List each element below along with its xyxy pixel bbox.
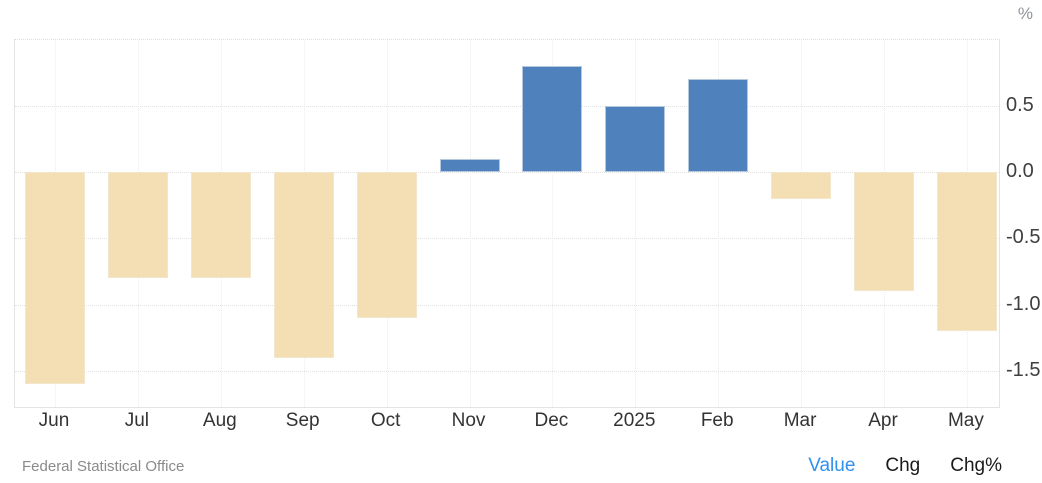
x-tick-label-aug: Aug	[202, 410, 237, 431]
bar-jun	[25, 172, 85, 385]
bar-apr	[854, 172, 914, 292]
x-tick-label-sep: Sep	[285, 410, 320, 431]
bar-nov	[439, 158, 500, 172]
x-tick-label-nov: Nov	[451, 410, 486, 431]
gridline-vertical	[801, 40, 803, 407]
y-axis-unit-label: %	[1017, 4, 1033, 23]
gridline-vertical	[552, 40, 554, 407]
gridline-horizontal	[15, 304, 999, 306]
y-tick-label: 0.5	[1006, 93, 1034, 116]
y-tick-label: -1.5	[1006, 358, 1041, 381]
bar-jul	[107, 172, 168, 279]
footer-link-chg[interactable]: Chg	[885, 455, 921, 476]
x-tick-label-may: May	[947, 410, 984, 431]
plot-area	[14, 39, 1000, 408]
gridline-horizontal	[15, 105, 999, 107]
bar-2025	[605, 105, 666, 172]
x-tick-label-oct: Oct	[370, 410, 401, 431]
x-tick-label-feb: Feb	[700, 410, 734, 431]
gridline-horizontal	[15, 238, 999, 240]
bar-feb	[688, 79, 749, 172]
footer-links: Value Chg Chg%	[808, 455, 1002, 477]
y-tick-label: -1.0	[1006, 292, 1041, 315]
x-tick-label-2025: 2025	[613, 410, 656, 431]
gridline-vertical	[469, 40, 471, 407]
bar-sep	[273, 172, 334, 358]
bar-dec	[522, 65, 583, 172]
bar-oct	[356, 172, 417, 318]
x-tick-label-mar: Mar	[783, 410, 817, 431]
x-tick-label-dec: Dec	[534, 410, 569, 431]
bar-may	[936, 172, 997, 332]
gridline-vertical	[635, 40, 637, 407]
gridline-vertical	[718, 40, 720, 407]
footer-link-chgpct[interactable]: Chg%	[950, 455, 1002, 476]
gridline-horizontal	[15, 370, 999, 372]
footer-link-value[interactable]: Value	[808, 455, 856, 476]
x-tick-label-jun: Jun	[38, 410, 70, 431]
bar-aug	[190, 172, 251, 279]
y-tick-label: -0.5	[1006, 226, 1041, 249]
y-tick-label: 0.0	[1006, 160, 1034, 182]
source-attribution: Federal Statistical Office	[22, 458, 185, 475]
x-tick-label-jul: Jul	[124, 410, 150, 431]
x-tick-label-apr: Apr	[868, 410, 898, 431]
gridline-horizontal	[15, 172, 999, 173]
bar-mar	[771, 172, 832, 199]
